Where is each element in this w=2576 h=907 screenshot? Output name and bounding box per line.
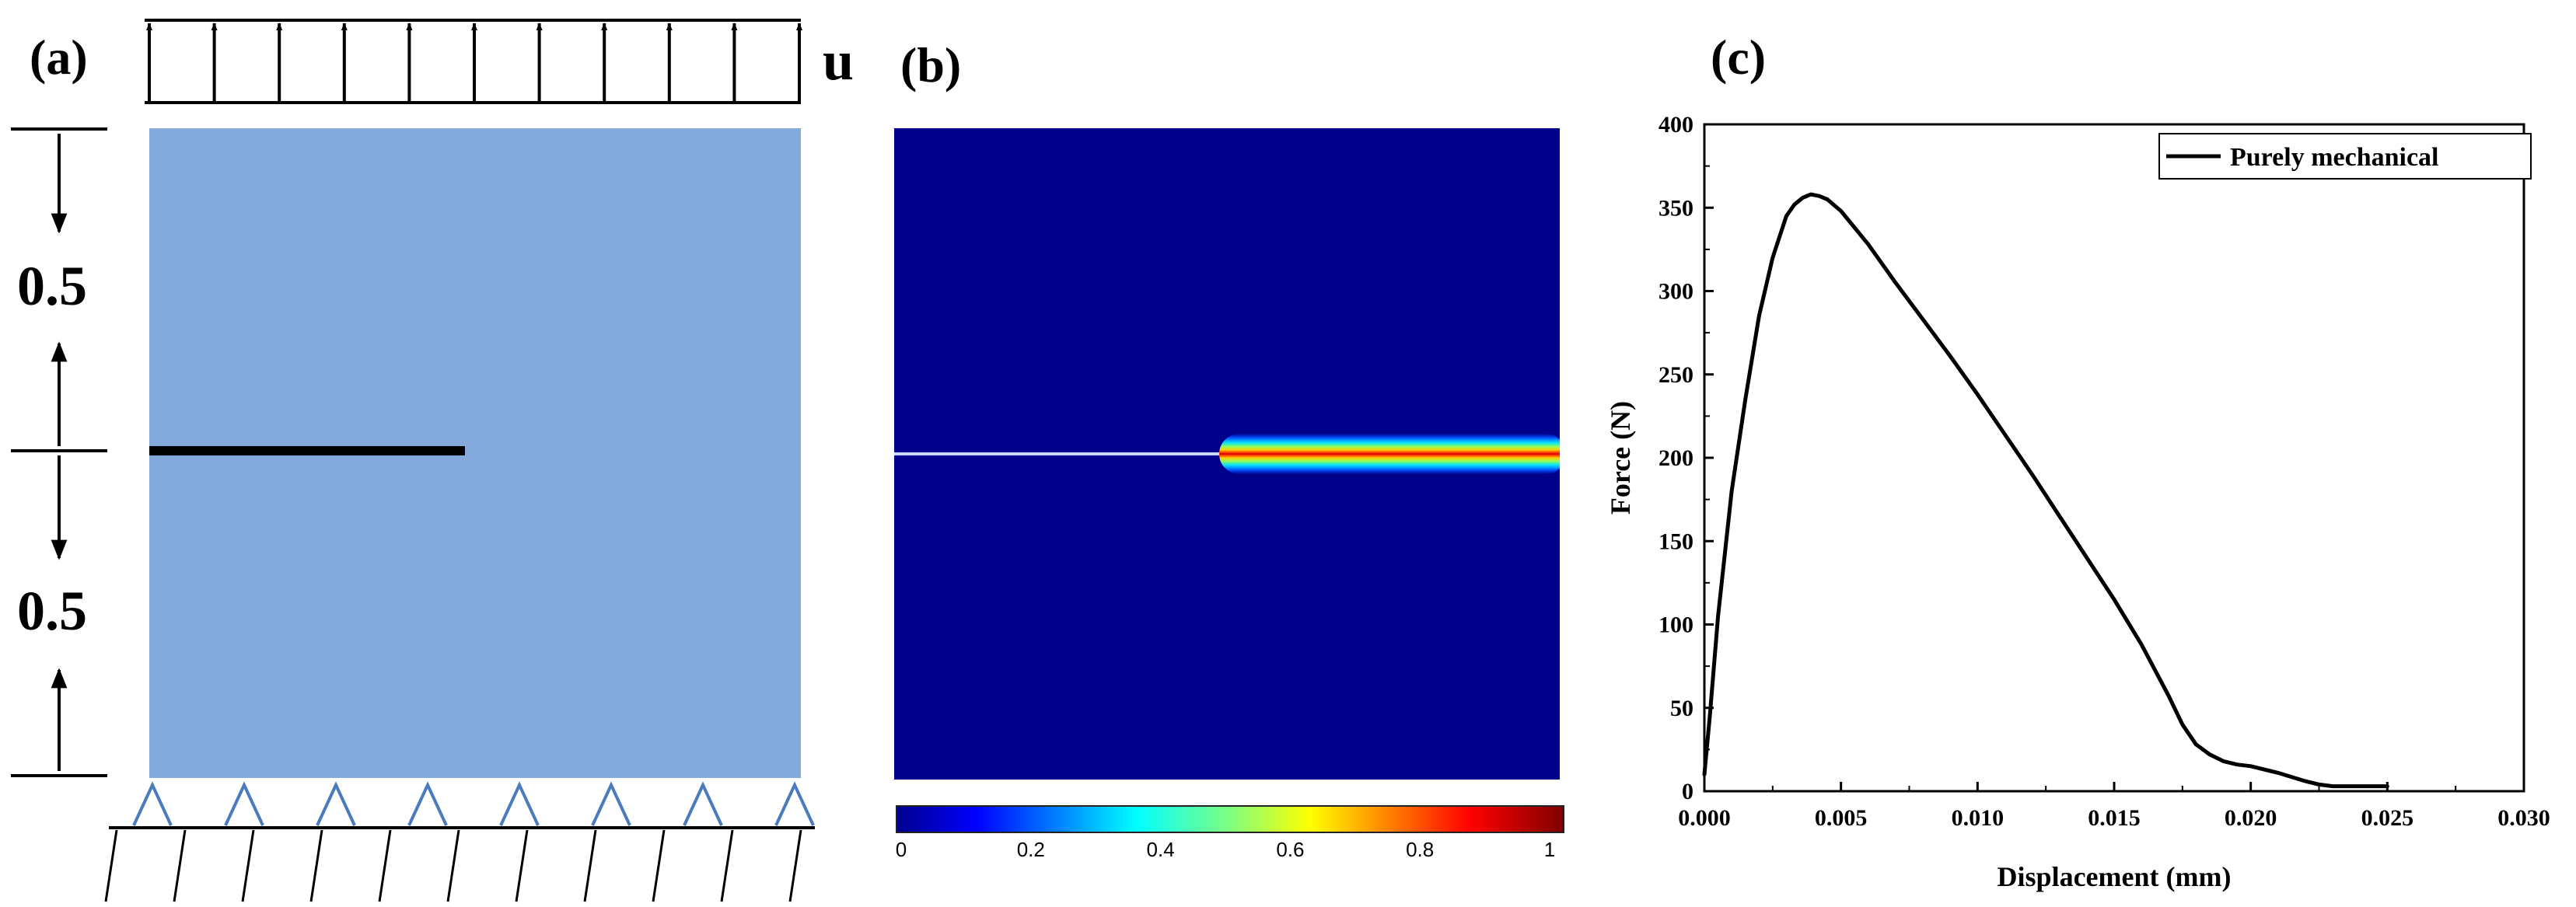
y-tick-label: 250 <box>1658 362 1693 388</box>
support-triangle <box>591 781 631 826</box>
support-triangle <box>683 781 723 826</box>
y-tick-label: 300 <box>1658 279 1693 305</box>
y-tick-label: 0 <box>1682 779 1693 804</box>
y-tick-label: 350 <box>1658 195 1693 221</box>
hatch-line <box>720 829 734 902</box>
x-axis-label: Displacement (mm) <box>1998 861 2232 892</box>
x-tick-label: 0.015 <box>2088 805 2141 831</box>
panel-a-label: (a) <box>30 30 88 85</box>
colorbar-tick-label: 0.2 <box>1017 838 1045 861</box>
support-triangle <box>499 781 540 826</box>
colorbar-tick-label: 0.4 <box>1147 838 1175 861</box>
y-axis-label: Force (N) <box>1605 401 1636 515</box>
y-axis-ticks: 0 50 100 150 200 250 300 350 400 <box>1658 112 1714 804</box>
panel-c-label: (c) <box>1711 30 1766 85</box>
hatch-line <box>173 829 187 902</box>
y-tick-label: 50 <box>1670 696 1693 721</box>
hatch-line <box>515 829 529 902</box>
legend: Purely mechanical <box>2158 133 2532 180</box>
y-tick-label: 100 <box>1658 612 1693 638</box>
dimension-lines <box>11 127 107 777</box>
hatch-line <box>309 829 323 902</box>
hatch-line <box>378 829 392 902</box>
x-axis-ticks: 0.000 0.005 0.010 0.015 0.020 0.025 0.030 <box>1678 782 2550 831</box>
load-label: u <box>823 30 854 92</box>
colorbar-tick-label: 0.8 <box>1406 838 1434 861</box>
hatch-line <box>583 829 597 902</box>
y-tick-label: 200 <box>1658 445 1693 471</box>
legend-box <box>2158 133 2532 180</box>
y-tick-label: 400 <box>1658 112 1693 138</box>
y-tick-label: 150 <box>1658 529 1693 554</box>
ground-hatching <box>104 829 802 902</box>
x-tick-label: 0.000 <box>1678 805 1731 831</box>
series-line-purely-mechanical <box>1702 192 2389 789</box>
hatch-line <box>788 829 802 902</box>
support-triangles <box>132 781 815 826</box>
propagated-crack <box>1219 434 1566 474</box>
load-arrow-set <box>146 23 802 101</box>
support-triangle <box>774 781 815 826</box>
panel-c: (c) 0.000 0.005 0.010 0.015 0.020 0.025 0.030 … <box>1605 30 2550 892</box>
colorbar-ticks: 0 0.2 0.4 0.6 0.8 1 <box>896 838 1555 861</box>
hatch-line <box>104 829 118 902</box>
colorbar-tick-label: 1 <box>1544 838 1555 861</box>
hatch-line <box>241 829 255 902</box>
hatch-line <box>652 829 666 902</box>
fixed-support <box>104 781 815 902</box>
panel-a: (a) u 0.5 0.5 <box>11 19 854 902</box>
support-triangle <box>316 781 356 826</box>
x-tick-label: 0.010 <box>1952 805 2005 831</box>
support-triangle <box>132 781 173 826</box>
support-triangle <box>407 781 448 826</box>
load-arrows <box>145 19 802 104</box>
panel-b-label: (b) <box>900 37 961 92</box>
series-group <box>1702 192 2389 789</box>
colorbar-tick-label: 0.6 <box>1276 838 1304 861</box>
colorbar-tick-label: 0 <box>896 838 907 861</box>
x-tick-label: 0.025 <box>2361 805 2414 831</box>
map-edge-mask <box>1560 124 1575 785</box>
plot-frame <box>1703 123 2525 793</box>
x-tick-label: 0.005 <box>1815 805 1868 831</box>
colorbar <box>896 805 1564 833</box>
panel-b: (b) 0 0.2 0.4 0.6 0.8 1 <box>894 37 1575 861</box>
x-tick-label: 0.030 <box>2497 805 2550 831</box>
support-triangle <box>224 781 264 826</box>
x-tick-label: 0.020 <box>2225 805 2277 831</box>
legend-entry: Purely mechanical <box>2230 143 2439 172</box>
dim-label-bottom: 0.5 <box>17 580 87 642</box>
dim-label-top: 0.5 <box>17 255 87 317</box>
hatch-line <box>446 829 460 902</box>
